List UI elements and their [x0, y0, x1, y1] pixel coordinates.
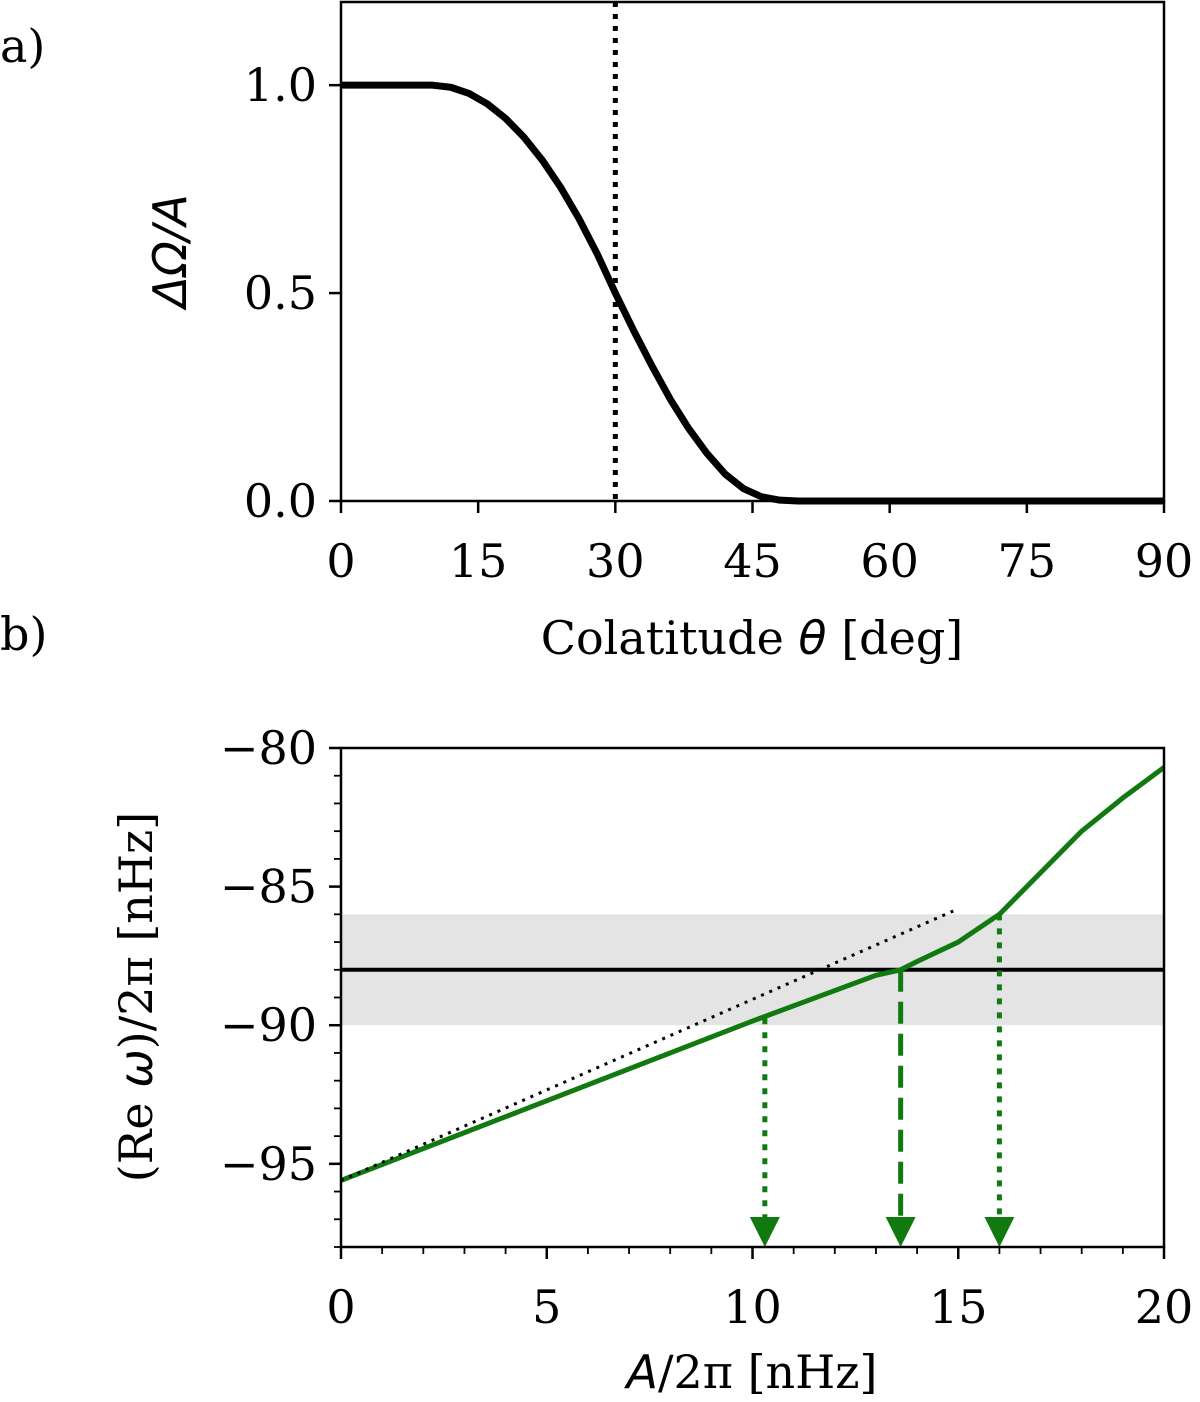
panel-a-ytick-label: 0.0: [244, 474, 317, 528]
panel-a-xticks: 0 15 30 45 60 75 90: [326, 501, 1193, 588]
panel-a: a) 0 15 30 45 60 75 90 0.0 0.5 1.0 Colatitude θ …: [0, 0, 1193, 665]
panel-a-ytick-label: 1.0: [244, 58, 317, 112]
panel-b-xtick-label: 5: [532, 1280, 561, 1334]
panel-b-ytick-label: −80: [220, 721, 317, 775]
panel-b-label: b): [0, 607, 47, 661]
panel-b-xtick-label: 15: [929, 1280, 988, 1334]
panel-b-ytick-label: −90: [220, 998, 317, 1052]
panel-a-xtick-label: 60: [860, 534, 919, 588]
rotation-profile-line: [341, 81, 1164, 505]
panel-b-yticks: −95 −90 −85 −80: [220, 721, 341, 1248]
panel-b-ytick-label: −85: [220, 860, 317, 914]
panel-b-ytick-label: −95: [220, 1137, 317, 1191]
panel-b-xlabel: A/2π [nHz]: [624, 1345, 878, 1399]
panel-a-xtick-label: 0: [326, 534, 355, 588]
panel-a-ylabel: ΔΩ/A: [143, 194, 197, 311]
panel-a-xtick-label: 75: [998, 534, 1057, 588]
panel-b-xtick-label: 10: [723, 1280, 782, 1334]
panel-b-arrows: [749, 914, 1015, 1247]
arrow-head: [984, 1217, 1015, 1247]
panel-a-yticks: 0.0 0.5 1.0: [244, 58, 341, 528]
arrow-head: [749, 1217, 780, 1247]
panel-b-xtick-label: 0: [326, 1280, 355, 1334]
panel-b-ylabel: (Re ω)/2π [nHz]: [109, 812, 163, 1182]
panel-b-xtick-label: 20: [1135, 1280, 1194, 1334]
panel-a-xtick-label: 90: [1135, 534, 1194, 588]
panel-a-xlabel: Colatitude θ [deg]: [541, 611, 963, 665]
panel-a-frame: [339, 0, 1166, 503]
panel-b-xticks: 0 5 10 15 20: [326, 1247, 1193, 1334]
arrow-head: [885, 1217, 916, 1247]
panel-a-xtick-label: 45: [723, 534, 782, 588]
panel-a-ytick-label: 0.5: [244, 266, 317, 320]
panel-b-series: [340, 765, 1166, 1183]
frequency-curve: [340, 765, 1166, 1183]
panel-a-label: a): [0, 19, 45, 73]
panel-a-series: [341, 81, 1164, 505]
panel-a-xtick-label: 15: [449, 534, 508, 588]
panel-b: b) 0 5 10 15 20 −95 −90 −85 −80 A/2π [nHz] (Re …: [0, 607, 1193, 1399]
panel-a-xtick-label: 30: [586, 534, 645, 588]
